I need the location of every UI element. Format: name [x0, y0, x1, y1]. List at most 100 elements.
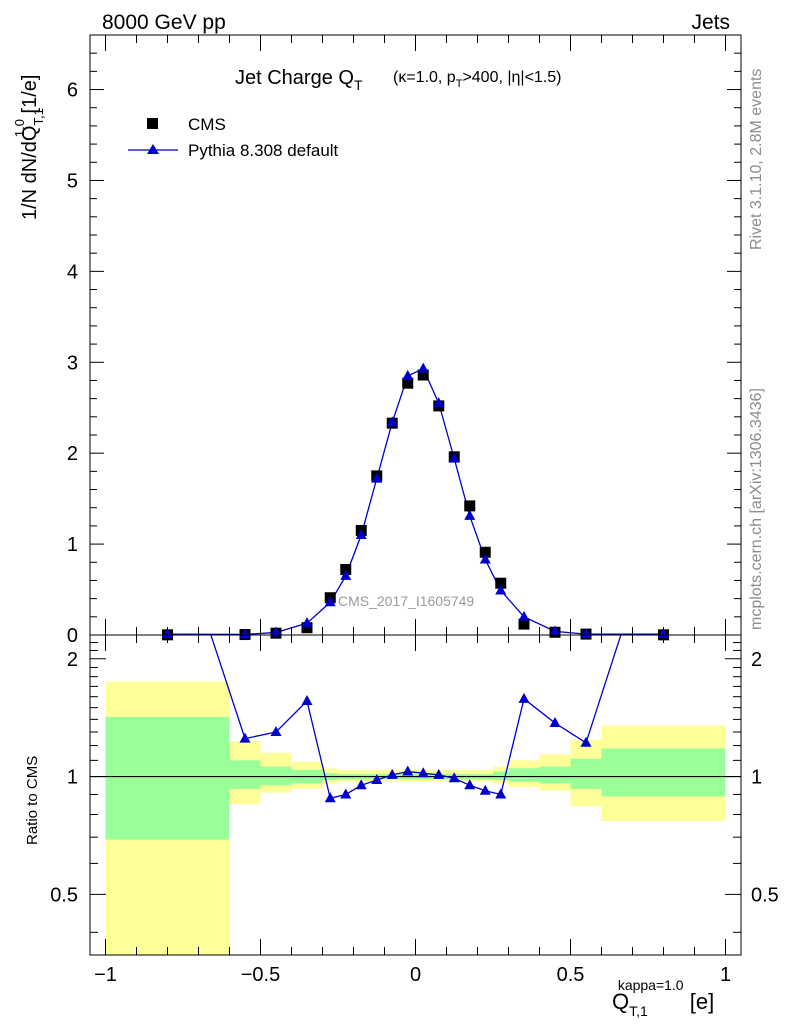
ratio-ytick-label-left: 2 [67, 649, 78, 671]
uncertainty-band-inner [493, 771, 509, 780]
pythia-ratio-point [402, 765, 414, 776]
uncertainty-band-inner [570, 758, 602, 789]
pythia-ratio-point [386, 768, 398, 779]
ratio-ytick-label-right: 0.5 [751, 884, 779, 906]
pythia-point [239, 628, 251, 639]
pythia-point [495, 584, 507, 595]
plot-title-sub: T [354, 77, 363, 93]
main-ytick-label: 1 [67, 534, 78, 556]
pythia-ratio-point [371, 773, 383, 784]
legend: CMS Pythia 8.308 default [128, 115, 339, 160]
uncertainty-band-inner [508, 768, 540, 782]
pythia-point [301, 617, 313, 628]
pythia-ratio-point [518, 692, 530, 703]
header-category-label: Jets [691, 11, 730, 34]
pythia-point [464, 509, 476, 520]
main-y-axis-label: 1/N dN/dQT,1 1.0 [1/e] [12, 75, 46, 220]
uncertainty-band-inner [105, 716, 230, 840]
cms-data-point [518, 618, 530, 630]
plot-title-main: Jet Charge Q [235, 67, 354, 89]
main-y-label-a: 1/N dN/dQ [19, 126, 41, 220]
legend-cms-marker [147, 118, 158, 129]
main-y-label-sup: 1.0 [12, 119, 27, 137]
legend-pythia-label: Pythia 8.308 default [188, 141, 339, 160]
main-y-label-sub: T,1 [31, 108, 46, 125]
legend-pythia-marker [147, 144, 159, 154]
ratio-plot-panel: −1 −0.5 0 0.5 1 0.5 0.5 1 1 2 2 Ratio to CMS QT,1 k… [24, 634, 779, 1019]
pythia-point [340, 569, 352, 580]
ratio-ytick-label-right: 1 [751, 767, 762, 789]
pythia-point [433, 397, 445, 408]
x-label-a: Q [612, 989, 629, 1014]
pythia-ratio-point [417, 767, 429, 778]
cms-data-point [464, 500, 476, 512]
pythia-main-line [167, 367, 664, 636]
main-ytick-label: 6 [67, 80, 78, 102]
uncertainty-band-inner [539, 766, 571, 784]
uncertainty-band-inner [601, 748, 726, 797]
main-ytick-label: 5 [67, 170, 78, 192]
x-label-sub: T,1 [629, 1003, 648, 1019]
uncertainty-band-inner [229, 760, 261, 789]
ratio-ytick-label-left: 0.5 [50, 884, 78, 906]
ratio-xtick-label: −1 [94, 964, 117, 986]
pythia-point [448, 452, 460, 463]
pythia-ratio-point [580, 736, 592, 747]
pythia-ratio-point [464, 779, 476, 790]
pythia-point [518, 610, 530, 621]
legend-cms-label: CMS [188, 115, 226, 134]
cms-data-point [301, 622, 313, 634]
main-ytick-label: 0 [67, 625, 78, 647]
cms-data-point [340, 564, 352, 576]
plot-title: Jet Charge QT [235, 67, 363, 93]
ratio-ytick-label-right: 2 [751, 649, 762, 671]
pythia-ratio-point [479, 784, 491, 795]
pythia-ratio-point [270, 725, 282, 736]
ratio-x-axis-label: QT,1 kappa=1.0 [e] [612, 977, 714, 1019]
x-label-sup: kappa=1.0 [618, 977, 684, 993]
cms-data-point [402, 377, 414, 389]
plot-title-detail-c: >400, |η|<1.5) [462, 69, 561, 86]
cms-data-point [495, 577, 507, 589]
main-ytick-label: 4 [67, 261, 78, 283]
pythia-ratio-point [301, 694, 313, 705]
pythia-ratio-point [495, 788, 507, 799]
ratio-xtick-label: 1 [720, 964, 731, 986]
main-y-label-unit: [1/e] [19, 75, 41, 119]
ratio-xtick-label: −0.5 [241, 964, 280, 986]
cms-data-point [417, 369, 429, 381]
pythia-ratio-point [324, 792, 336, 803]
pythia-ratio-point [448, 772, 460, 783]
rivet-version-label: Rivet 3.1.10, 2.8M events [748, 69, 765, 250]
mcplots-source-label: mcplots.cern.ch [arXiv:1306.3436] [748, 388, 765, 630]
pythia-point [324, 596, 336, 607]
plot-title-detail-b: T [456, 78, 463, 90]
pythia-ratio-line [210, 635, 622, 800]
plot-title-detail: (κ=1.0, pT>400, |η|<1.5) [393, 69, 562, 90]
pythia-ratio-point [340, 788, 352, 799]
ratio-ytick-label-left: 1 [67, 767, 78, 789]
pythia-point [386, 416, 398, 427]
ratio-xtick-label: 0.5 [557, 964, 585, 986]
pythia-ratio-point [549, 717, 561, 728]
pythia-ratio-point [355, 779, 367, 790]
analysis-watermark: CMS_2017_I1605749 [338, 593, 474, 609]
main-ytick-label: 2 [67, 443, 78, 465]
main-ytick-label: 3 [67, 352, 78, 374]
pythia-point [355, 529, 367, 539]
pythia-point [371, 472, 383, 483]
pythia-point [549, 625, 561, 636]
pythia-point [417, 362, 429, 373]
ratio-y-axis-label: Ratio to CMS [24, 756, 41, 845]
x-label-unit: [e] [684, 989, 715, 1014]
pythia-point [270, 626, 282, 637]
pythia-ratio-point [239, 732, 251, 743]
plot-title-detail-a: (κ=1.0, p [393, 69, 456, 86]
pythia-ratio-point [433, 768, 445, 779]
pythia-point [580, 628, 592, 639]
pythia-point [479, 553, 491, 564]
header-energy-label: 8000 GeV pp [102, 11, 226, 34]
ratio-xtick-label: 0 [410, 964, 421, 986]
